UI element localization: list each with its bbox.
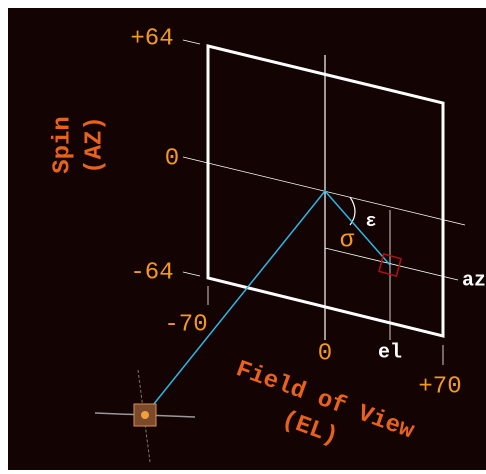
az-line xyxy=(324,247,459,281)
satellite xyxy=(94,369,196,463)
fov-plane xyxy=(206,44,445,338)
az-label: az xyxy=(462,269,486,292)
tick xyxy=(182,271,201,277)
el-label: el xyxy=(378,341,402,364)
spin-tick: -64 xyxy=(130,259,173,286)
spin-tick: 0 xyxy=(165,145,179,172)
background xyxy=(8,8,486,470)
fov-tick: -70 xyxy=(164,311,207,338)
line-of-sight xyxy=(144,189,391,416)
fov-tick: 0 xyxy=(318,340,332,367)
spin-label: Spin xyxy=(49,116,76,174)
core xyxy=(141,411,149,419)
epsilon-arc xyxy=(349,196,356,226)
tick xyxy=(182,39,201,45)
sigma: σ xyxy=(340,227,355,254)
fov-tick: +70 xyxy=(418,373,461,400)
spin-label: (AZ) xyxy=(81,116,108,174)
target xyxy=(378,253,402,277)
az-axis xyxy=(182,156,466,226)
epsilon: ε xyxy=(366,212,377,232)
spin-tick: +64 xyxy=(130,25,173,52)
